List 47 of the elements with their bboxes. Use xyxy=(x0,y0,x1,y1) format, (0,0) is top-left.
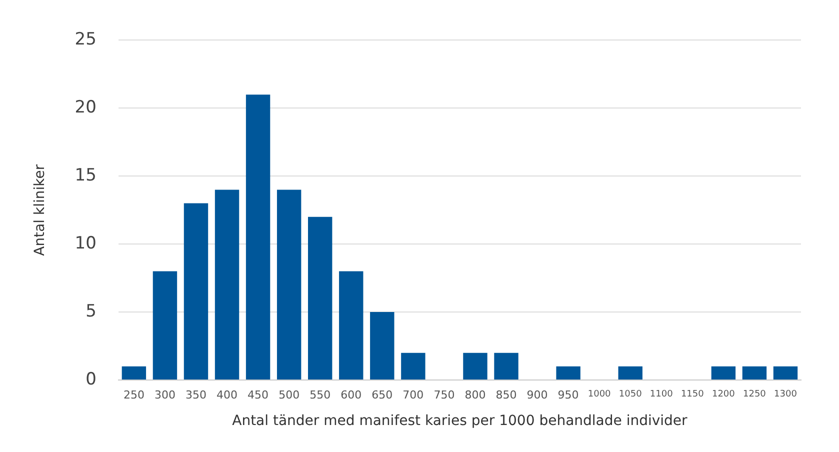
x-tick-label: 700 xyxy=(402,388,424,402)
x-tick-label: 1250 xyxy=(743,390,766,400)
bar xyxy=(339,271,364,380)
x-tick-label: 500 xyxy=(278,388,300,402)
y-tick-label: 10 xyxy=(74,234,96,254)
bar xyxy=(152,271,178,380)
bar xyxy=(711,366,736,380)
y-axis-title: Antal kliniker xyxy=(32,164,48,256)
x-tick-label: 800 xyxy=(464,388,486,402)
x-tick-label: 450 xyxy=(248,388,269,402)
bar xyxy=(276,190,302,380)
y-tick-label: 0 xyxy=(86,369,96,390)
x-tick-label: 550 xyxy=(310,388,331,402)
bar xyxy=(618,366,642,380)
x-tick-label: 250 xyxy=(123,388,144,402)
x-tick-label: 1050 xyxy=(618,390,642,400)
x-tick-label: 350 xyxy=(185,388,206,402)
x-axis-title: Antal tänder med manifest karies per 1000 behandlade individer xyxy=(232,413,688,430)
bar xyxy=(308,216,332,380)
x-tick-label: 400 xyxy=(216,388,238,402)
x-tick-label: 1000 xyxy=(588,390,612,400)
x-tick-label: 900 xyxy=(526,388,548,402)
x-tick-label: 950 xyxy=(558,388,579,402)
x-tick-label: 1200 xyxy=(712,390,736,400)
bar xyxy=(214,190,240,380)
bar xyxy=(401,352,426,380)
bar xyxy=(184,203,208,380)
x-tick-label: 750 xyxy=(434,388,455,402)
y-tick-label: 5 xyxy=(86,301,96,322)
y-tick-label: 15 xyxy=(74,166,96,186)
x-tick-label: 650 xyxy=(372,388,393,402)
bar xyxy=(556,366,580,380)
x-tick-label: 300 xyxy=(154,388,176,402)
bar xyxy=(742,366,767,380)
bar xyxy=(463,352,488,380)
x-tick-label: 850 xyxy=(496,388,517,402)
x-tick-label: 1150 xyxy=(680,390,704,400)
y-tick-label: 25 xyxy=(74,30,96,50)
x-tick-label: 1100 xyxy=(650,390,674,400)
bar xyxy=(246,94,270,380)
bar xyxy=(494,352,518,380)
y-tick-label: 20 xyxy=(74,98,96,118)
bar xyxy=(370,312,394,380)
bar xyxy=(122,366,146,380)
x-tick-label: 600 xyxy=(340,388,362,402)
bar xyxy=(773,366,798,380)
x-tick-label: 1300 xyxy=(774,390,798,400)
